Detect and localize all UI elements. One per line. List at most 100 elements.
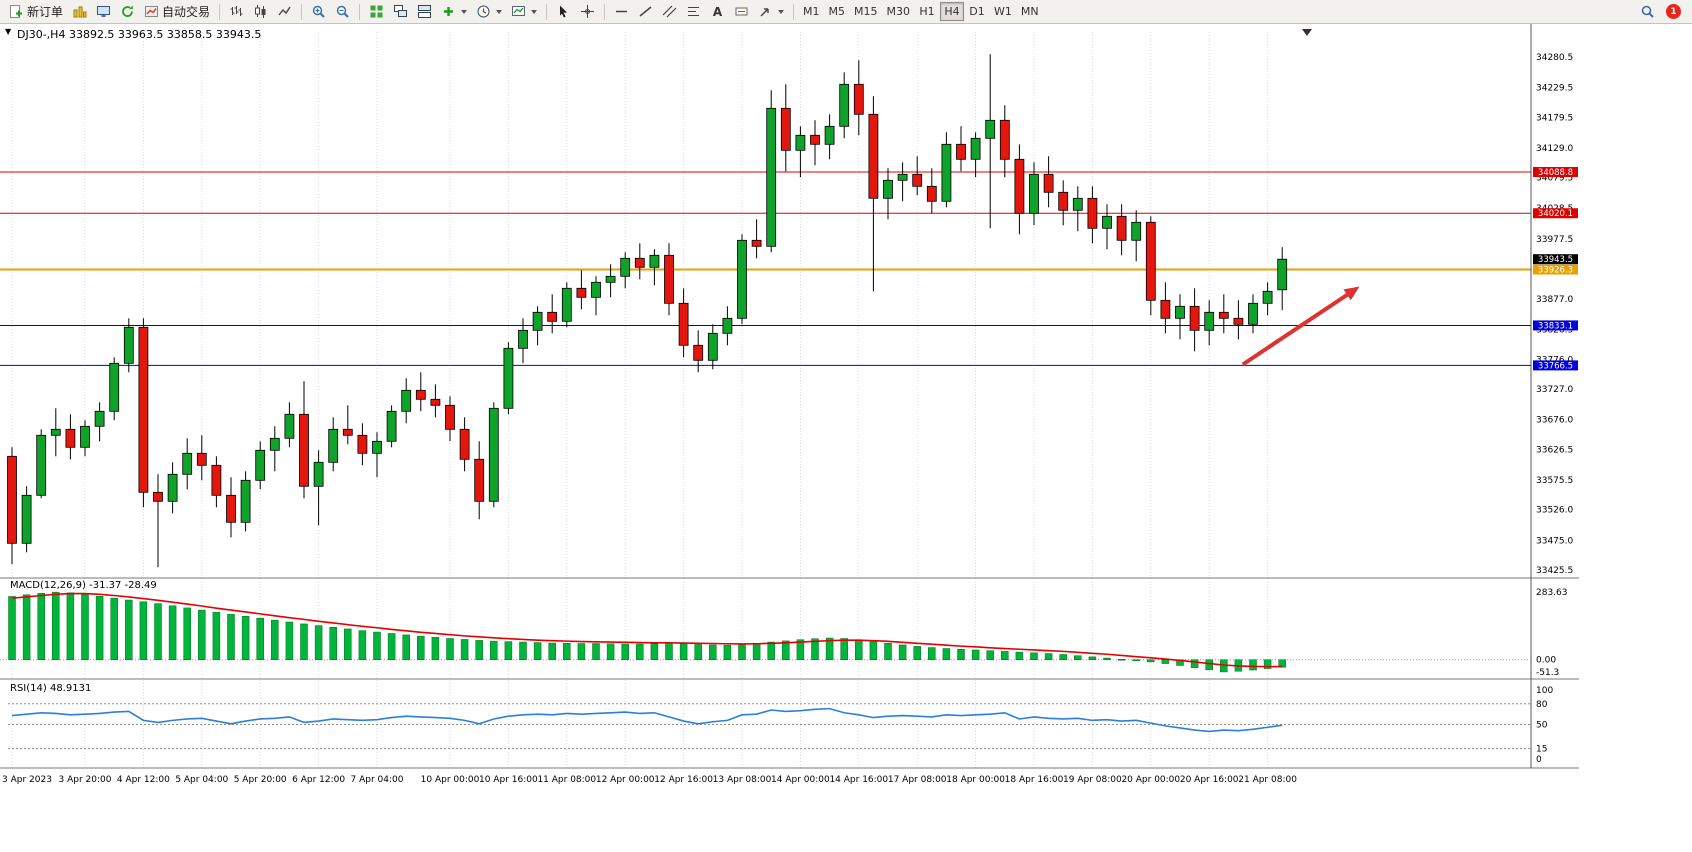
trendline-tool-button[interactable] [634, 1, 657, 22]
rsi-panel: 100 80 50 150 [8, 686, 1553, 765]
horizontal-line-tool-button[interactable] [610, 1, 633, 22]
line-chart-icon [278, 6, 291, 16]
x-axis-label: 4 Apr 12:00 [117, 775, 170, 785]
tab-timeframe-m30[interactable]: M30 [886, 5, 911, 18]
tile-windows-button[interactable] [365, 1, 388, 22]
tab-timeframe-w1[interactable]: W1 [994, 5, 1012, 18]
macd-bar [460, 639, 469, 660]
candle-body [123, 326, 134, 364]
macd-bar [679, 643, 688, 660]
macd-bar [1205, 659, 1213, 671]
tab-timeframe-mn[interactable]: MN [1020, 5, 1039, 18]
one-click-trading-toggle[interactable]: ▼ [5, 27, 12, 36]
y-axis-label: 33526.0 [1536, 506, 1573, 516]
zoom-out-button[interactable] [331, 1, 354, 22]
svg-text:34020.1: 34020.1 [1538, 209, 1573, 219]
candle-body [1189, 305, 1200, 331]
candle-body [445, 404, 455, 430]
chart-title: DJ30-,H4 33892.5 33963.5 33858.5 33943.5 [17, 28, 262, 41]
macd-bar [782, 640, 790, 660]
new-chart-button[interactable] [68, 1, 91, 22]
candlestick-mode-button[interactable] [249, 1, 272, 22]
macd-bar [825, 637, 834, 660]
rsi-axis-label: 80 [1536, 700, 1548, 710]
toolbar-separator [546, 3, 548, 20]
macd-bar [767, 641, 775, 660]
macd-bar [709, 644, 717, 660]
macd-bar [37, 593, 45, 660]
bar-chart-mode-button[interactable] [225, 1, 248, 22]
macd-bar [66, 592, 75, 660]
candle-body [810, 134, 820, 145]
candle-body [824, 125, 835, 145]
x-axis-label: 6 Apr 12:00 [292, 775, 345, 785]
bar-chart-icon [230, 6, 243, 16]
channel-tool-button[interactable] [658, 1, 681, 22]
y-axis-label: 33977.5 [1536, 235, 1573, 245]
candle-body [693, 344, 704, 361]
svg-text:33833.1: 33833.1 [1538, 321, 1573, 331]
cursor-button[interactable] [552, 1, 575, 22]
arrange-windows-button[interactable] [413, 1, 436, 22]
macd-bar [665, 643, 673, 660]
macd-bar [95, 595, 104, 660]
y-axis-label: 33727.0 [1536, 385, 1573, 395]
chevron-down-icon [461, 9, 468, 14]
period-button[interactable] [472, 1, 506, 22]
candle-body [1116, 215, 1127, 241]
svg-text:33926.3: 33926.3 [1538, 266, 1573, 276]
macd-bar [519, 641, 527, 660]
new-order-button[interactable]: 新订单 [5, 1, 67, 22]
candle-body [1072, 197, 1083, 211]
template-button[interactable] [507, 1, 541, 22]
tab-timeframe-m5[interactable]: M5 [828, 5, 846, 18]
zoom-in-button[interactable] [307, 1, 330, 22]
chart-window: ▼ DJ30-,H4 33892.5 33963.5 33858.5 33943… [0, 24, 1692, 852]
fibonacci-icon [688, 7, 700, 16]
profiles-button[interactable] [92, 1, 115, 22]
macd-bar [81, 594, 89, 660]
macd-bar [373, 631, 381, 660]
macd-indicator-label: MACD(12,26,9) -31.37 -28.49 [10, 580, 157, 591]
tab-timeframe-m1[interactable]: M1 [803, 5, 820, 18]
crosshair-button[interactable] [576, 1, 599, 22]
candle-body [182, 452, 193, 475]
macd-bar [490, 640, 498, 660]
tab-timeframe-h4[interactable]: H4 [940, 2, 965, 21]
chart-shift-marker[interactable] [1302, 29, 1312, 36]
tab-timeframe-m15[interactable]: M15 [854, 5, 878, 18]
candle-body [1102, 215, 1112, 229]
candle-body [430, 398, 441, 406]
y-axis-label: 33575.5 [1536, 476, 1573, 486]
arrows-tool-button[interactable] [754, 1, 788, 22]
search-button[interactable] [1636, 1, 1659, 22]
add-indicator-button[interactable] [437, 1, 471, 22]
fibonacci-tool-button[interactable] [682, 1, 705, 22]
auto-trading-button[interactable]: 自动交易 [140, 1, 214, 22]
candle-body [269, 437, 280, 451]
line-chart-mode-button[interactable] [273, 1, 296, 22]
macd-bar [402, 634, 410, 660]
macd-bar [1117, 659, 1126, 661]
candle-body [328, 428, 339, 463]
refresh-button[interactable] [116, 1, 139, 22]
chart-canvas[interactable]: 34280.534229.534179.534129.034079.534028… [0, 24, 1692, 852]
macd-bar [431, 637, 440, 660]
tab-timeframe-h1[interactable]: H1 [919, 5, 935, 18]
text-tool-button[interactable]: A [706, 1, 729, 22]
toolbar-separator [604, 3, 606, 20]
y-axis-label: 33676.0 [1536, 416, 1573, 426]
tab-timeframe-d1[interactable]: D1 [969, 5, 985, 18]
label-tool-button[interactable] [730, 1, 753, 22]
cascade-windows-button[interactable] [389, 1, 412, 22]
trend-arrow[interactable] [1241, 286, 1360, 367]
candle-body [386, 410, 397, 442]
macd-bar [577, 643, 586, 660]
candle-body [664, 254, 674, 304]
notifications-badge[interactable]: 1 [1666, 4, 1681, 19]
candle-body [284, 413, 295, 439]
macd-bar [592, 643, 600, 660]
candle-body [167, 473, 178, 502]
price-line-label: 33926.3 [1533, 264, 1578, 276]
y-axis-label: 34280.5 [1536, 53, 1573, 63]
